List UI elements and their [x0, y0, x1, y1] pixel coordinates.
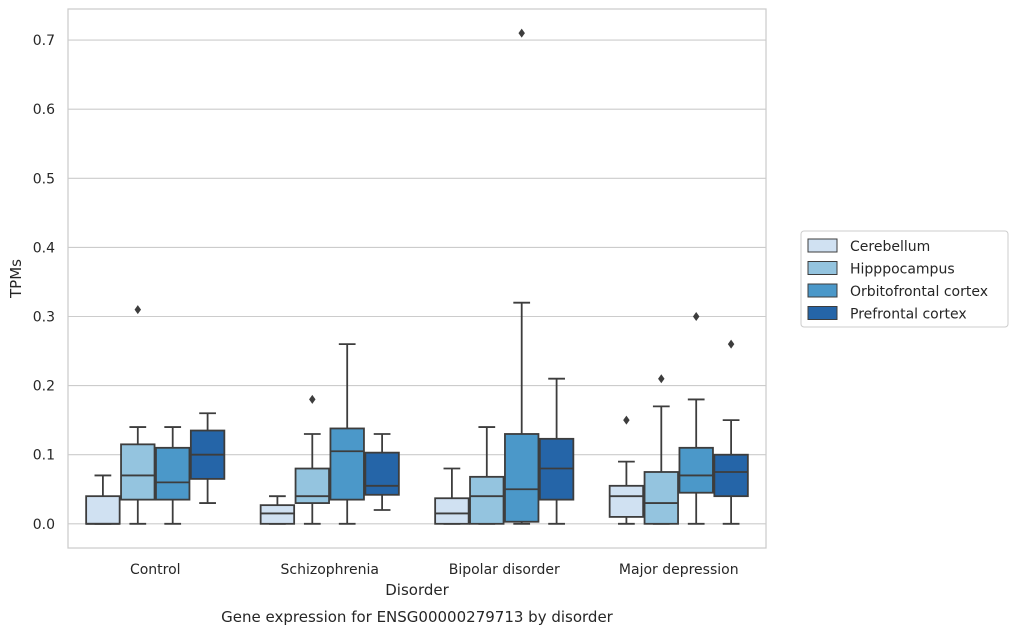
outlier-0 — [692, 312, 700, 322]
box-body — [713, 453, 749, 498]
box-body — [608, 484, 645, 518]
box-body — [469, 475, 505, 525]
legend-frame — [800, 230, 1009, 328]
y-tick-label-1: 0.1 — [33, 448, 55, 464]
box-0-1 — [259, 495, 296, 525]
box-body — [434, 497, 470, 525]
box-body — [85, 495, 121, 525]
legend-label-1: Hipppocampus — [850, 262, 955, 278]
box-body — [120, 443, 156, 501]
legend-label-3: Prefrontal cortex — [850, 307, 967, 323]
box-2-1 — [329, 343, 365, 525]
legend-swatch-2 — [807, 283, 838, 298]
box-body — [155, 446, 191, 501]
box-body — [364, 451, 400, 496]
legend-label-0: Cerebellum — [850, 239, 930, 255]
legend-label-2: Orbitofrontal cortex — [850, 284, 988, 300]
plot-frame — [67, 8, 767, 549]
box-0-0 — [85, 474, 121, 525]
x-tick-label-3: Major depression — [619, 562, 739, 578]
box-1-1 — [294, 394, 330, 525]
y-tick-label-4: 0.4 — [33, 240, 55, 256]
box-0-2 — [434, 467, 470, 525]
box-body — [643, 471, 679, 525]
box-3-2 — [538, 377, 575, 525]
box-3-0 — [189, 412, 226, 504]
outlier-0 — [658, 374, 665, 384]
box-2-3 — [678, 312, 714, 525]
outlier-0 — [309, 394, 316, 404]
box-1-0 — [120, 305, 156, 525]
box-3-1 — [364, 433, 400, 511]
box-0-3 — [608, 415, 645, 525]
y-tick-label-2: 0.2 — [33, 379, 55, 395]
outlier-0 — [623, 415, 630, 425]
box-2-0 — [155, 426, 191, 525]
x-axis-label: Disorder — [385, 581, 449, 599]
box-body — [259, 504, 296, 525]
box-body — [504, 433, 540, 523]
outlier-0 — [134, 305, 142, 315]
box-3-3 — [713, 339, 749, 525]
box-2-2 — [504, 28, 540, 525]
outlier-0 — [727, 339, 735, 349]
y-tick-label-3: 0.3 — [33, 310, 55, 326]
x-tick-label-0: Control — [130, 562, 181, 578]
y-tick-label-6: 0.6 — [33, 102, 55, 118]
box-body — [329, 427, 365, 501]
box-1-2 — [469, 426, 505, 525]
legend-swatch-0 — [807, 238, 838, 253]
legend-swatch-3 — [807, 306, 838, 320]
chart-title: Gene expression for ENSG00000279713 by d… — [221, 608, 614, 626]
legend: Cerebellum Hipppocampus Orbitofrontal cort… — [800, 230, 1009, 328]
x-tick-label-2: Bipolar disorder — [449, 562, 560, 578]
y-tick-label-7: 0.7 — [33, 33, 55, 49]
x-tick-labels: Control Schizophrenia Bipolar disorder Majo… — [130, 562, 739, 578]
y-tick-label-5: 0.5 — [33, 171, 55, 187]
y-tick-labels: 0.0 0.1 0.2 0.3 0.4 0.5 0.6 0.7 — [33, 33, 55, 533]
y-axis-label: TPMs — [7, 259, 25, 299]
box-body — [678, 446, 714, 494]
outlier-0 — [518, 28, 525, 38]
box-series — [85, 28, 749, 525]
x-tick-label-1: Schizophrenia — [281, 562, 379, 578]
legend-swatch-1 — [807, 261, 838, 275]
y-tick-label-0: 0.0 — [33, 517, 55, 533]
box-1-3 — [643, 374, 679, 525]
box-body — [294, 467, 330, 504]
